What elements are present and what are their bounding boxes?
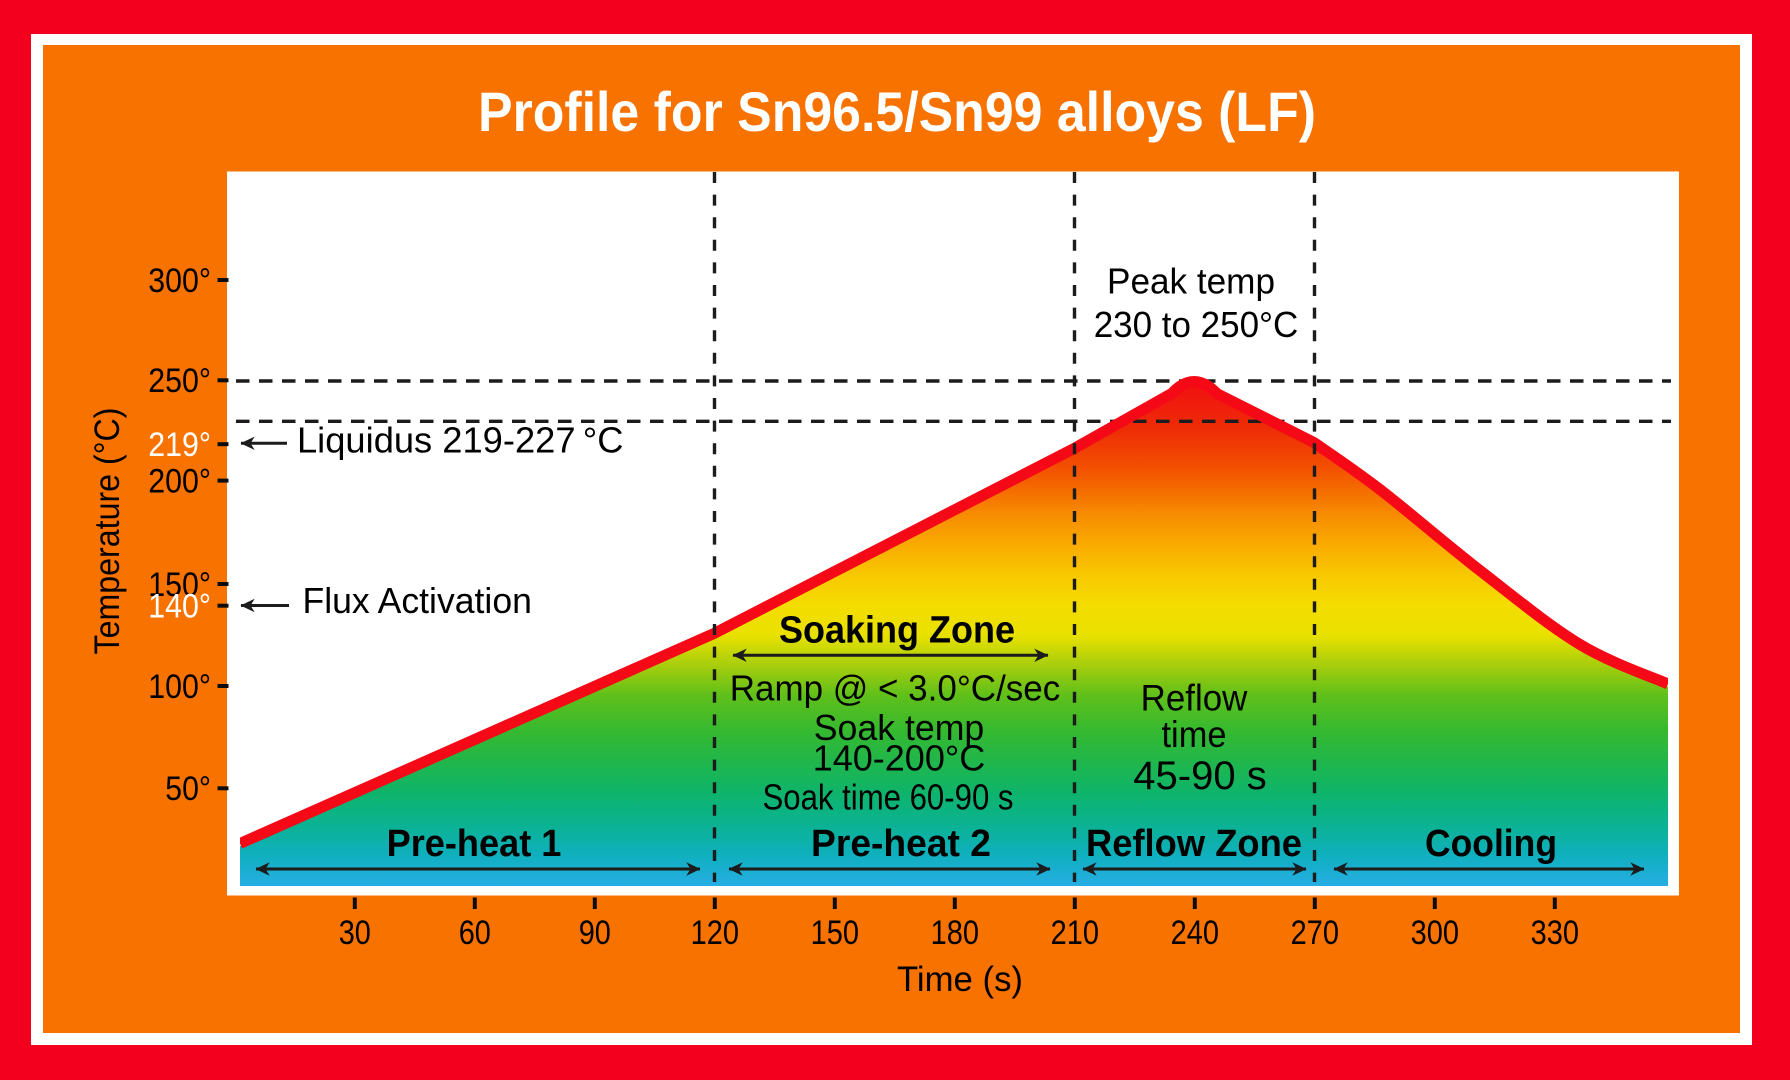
svg-text:250°: 250° xyxy=(148,362,211,400)
svg-text:330: 330 xyxy=(1531,914,1579,952)
svg-text:45-90 s: 45-90 s xyxy=(1133,754,1267,798)
svg-text:Time (s): Time (s) xyxy=(897,960,1023,999)
svg-text:120: 120 xyxy=(691,914,739,952)
svg-text:140-200°C: 140-200°C xyxy=(813,738,986,779)
svg-text:270: 270 xyxy=(1291,914,1339,952)
svg-text:210: 210 xyxy=(1051,914,1099,952)
svg-text:240: 240 xyxy=(1171,914,1219,952)
svg-text:90: 90 xyxy=(579,914,611,952)
svg-text:Reflow Zone: Reflow Zone xyxy=(1086,823,1302,865)
svg-text:Cooling: Cooling xyxy=(1425,823,1557,865)
svg-text:60: 60 xyxy=(459,914,491,952)
svg-text:219°: 219° xyxy=(148,426,211,464)
svg-text:time: time xyxy=(1162,714,1227,755)
svg-text:Pre-heat 1: Pre-heat 1 xyxy=(387,823,562,865)
svg-text:Liquidus 219-227 °C: Liquidus 219-227 °C xyxy=(297,420,624,461)
svg-text:230 to 250°C: 230 to 250°C xyxy=(1094,304,1299,345)
svg-text:300°: 300° xyxy=(148,262,211,300)
svg-text:150: 150 xyxy=(811,914,859,952)
svg-text:Profile for Sn96.5/Sn99 alloys: Profile for Sn96.5/Sn99 alloys (LF) xyxy=(478,80,1316,143)
svg-text:180: 180 xyxy=(931,914,979,952)
svg-text:Soak time 60-90 s: Soak time 60-90 s xyxy=(763,777,1014,818)
svg-text:300: 300 xyxy=(1411,914,1459,952)
svg-text:Peak temp: Peak temp xyxy=(1107,261,1275,302)
svg-text:Soak temp: Soak temp xyxy=(814,707,985,748)
svg-text:Flux Activation: Flux Activation xyxy=(303,580,532,621)
svg-text:150°: 150° xyxy=(148,566,211,604)
svg-text:100°: 100° xyxy=(148,668,211,706)
svg-text:Temperature (°C): Temperature (°C) xyxy=(88,408,127,655)
svg-text:Reflow: Reflow xyxy=(1141,678,1248,719)
svg-text:30: 30 xyxy=(339,914,371,952)
svg-text:Ramp @ < 3.0°C/sec: Ramp @ < 3.0°C/sec xyxy=(730,668,1061,709)
svg-text:140°: 140° xyxy=(148,588,211,626)
svg-text:50°: 50° xyxy=(165,770,211,808)
svg-text:Pre-heat 2: Pre-heat 2 xyxy=(811,823,991,865)
svg-text:200°: 200° xyxy=(148,462,211,500)
svg-text:Soaking Zone: Soaking Zone xyxy=(779,610,1015,652)
